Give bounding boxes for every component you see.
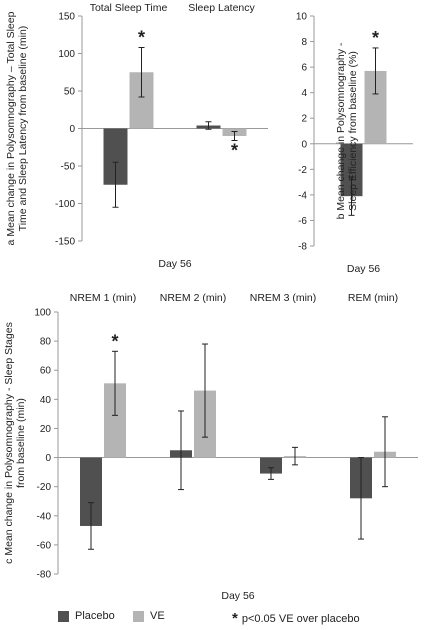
y-tick-label: -50 (61, 162, 76, 173)
y-axis-label-line2: Sleep Efficiency from baseline (%) (347, 51, 359, 211)
legend-swatch-placebo (58, 610, 69, 622)
y-tick-label: -40 (37, 511, 52, 522)
legend-significance-text: p<0.05 VE over placebo (241, 612, 360, 625)
significance-star: * (138, 28, 145, 48)
bar-placebo (80, 457, 102, 526)
y-axis-label-line2: Time and Sleep Latency from baseline (mi… (17, 26, 29, 232)
y-tick-label: 10 (296, 12, 308, 23)
legend-swatch-ve (133, 610, 144, 622)
y-tick-label: 0 (45, 453, 51, 464)
legend-significance-marker: * (232, 610, 238, 627)
y-axis-label-line2: from baseline (min) (15, 398, 27, 488)
y-axis-label-line1: a Mean change in Polysomnography – Total… (5, 11, 17, 245)
y-tick-label: 20 (40, 424, 52, 435)
y-tick-label: -2 (298, 165, 307, 176)
chart-panel-a: -150 -100 -50 0 50 100 150 Total Sleep Time * Sle… (5, 2, 268, 270)
x-axis-label: Day 56 (221, 590, 254, 602)
category-label: NREM 1 (min) (70, 292, 137, 304)
chart-panel-c: -80 -60 -40 -20 0 20 40 60 80 100 NREM 1 (min) * NRE… (3, 292, 418, 602)
y-axis-label-line1: b Mean change in Polysomnography - (335, 42, 347, 219)
y-tick-label: -100 (55, 199, 75, 210)
legend-item-placebo: Placebo (58, 610, 115, 622)
y-tick-label: 60 (40, 366, 52, 377)
y-tick-label: 40 (40, 395, 52, 406)
significance-star: * (372, 28, 379, 48)
legend-item-significance: * p<0.05 VE over placebo (232, 610, 360, 627)
chart-panel-b: -8 -6 -4 -2 0 2 4 6 8 10 * Day 56 b Mean change in P… (296, 12, 413, 275)
category-label: NREM 3 (min) (250, 292, 317, 304)
legend-label-placebo: Placebo (75, 610, 115, 622)
y-tick-label: -80 (37, 570, 52, 581)
y-tick-label: 6 (301, 63, 307, 74)
y-tick-label: 0 (301, 139, 307, 150)
category-label: Sleep Latency (188, 2, 255, 14)
y-tick-label: 100 (58, 49, 75, 60)
bar-placebo (340, 143, 363, 197)
y-tick-label: 4 (301, 88, 307, 99)
significance-star: * (111, 331, 118, 351)
y-tick-label: 80 (40, 337, 52, 348)
y-axis-label: a Mean change in Polysomnography – Total… (5, 11, 29, 245)
y-tick-label: 150 (58, 12, 75, 23)
y-tick-label: 100 (34, 308, 51, 319)
category-label: NREM 2 (min) (160, 292, 227, 304)
y-tick-label: -8 (298, 242, 307, 253)
bar-ve (364, 70, 387, 144)
y-tick-label: 2 (301, 114, 307, 125)
y-axis-label: b Mean change in Polysomnography -Sleep … (335, 42, 359, 219)
legend-item-ve: VE (133, 610, 165, 622)
y-tick-label: -150 (55, 237, 75, 248)
category-label: REM (min) (348, 292, 398, 304)
y-tick-label: -20 (37, 482, 52, 493)
y-axis-label-line1: c Mean change in Polysomnography - Sleep… (3, 322, 15, 564)
y-axis-label: c Mean change in Polysomnography - Sleep… (3, 322, 27, 564)
x-axis-label: Day 56 (347, 263, 380, 275)
y-tick-label: -4 (298, 190, 307, 201)
y-tick-label: -60 (37, 540, 52, 551)
y-tick-label: -6 (298, 216, 307, 227)
bar-ve (104, 383, 126, 458)
legend: Placebo VE * p<0.05 VE over placebo (0, 610, 431, 628)
y-tick-label: 8 (301, 37, 307, 48)
x-axis-label: Day 56 (158, 258, 191, 270)
significance-star: * (231, 141, 238, 161)
y-tick-label: 50 (64, 87, 76, 98)
category-label: Total Sleep Time (90, 2, 168, 14)
y-tick-label: 0 (69, 124, 75, 135)
legend-label-ve: VE (150, 610, 165, 622)
bar-placebo (260, 457, 282, 474)
